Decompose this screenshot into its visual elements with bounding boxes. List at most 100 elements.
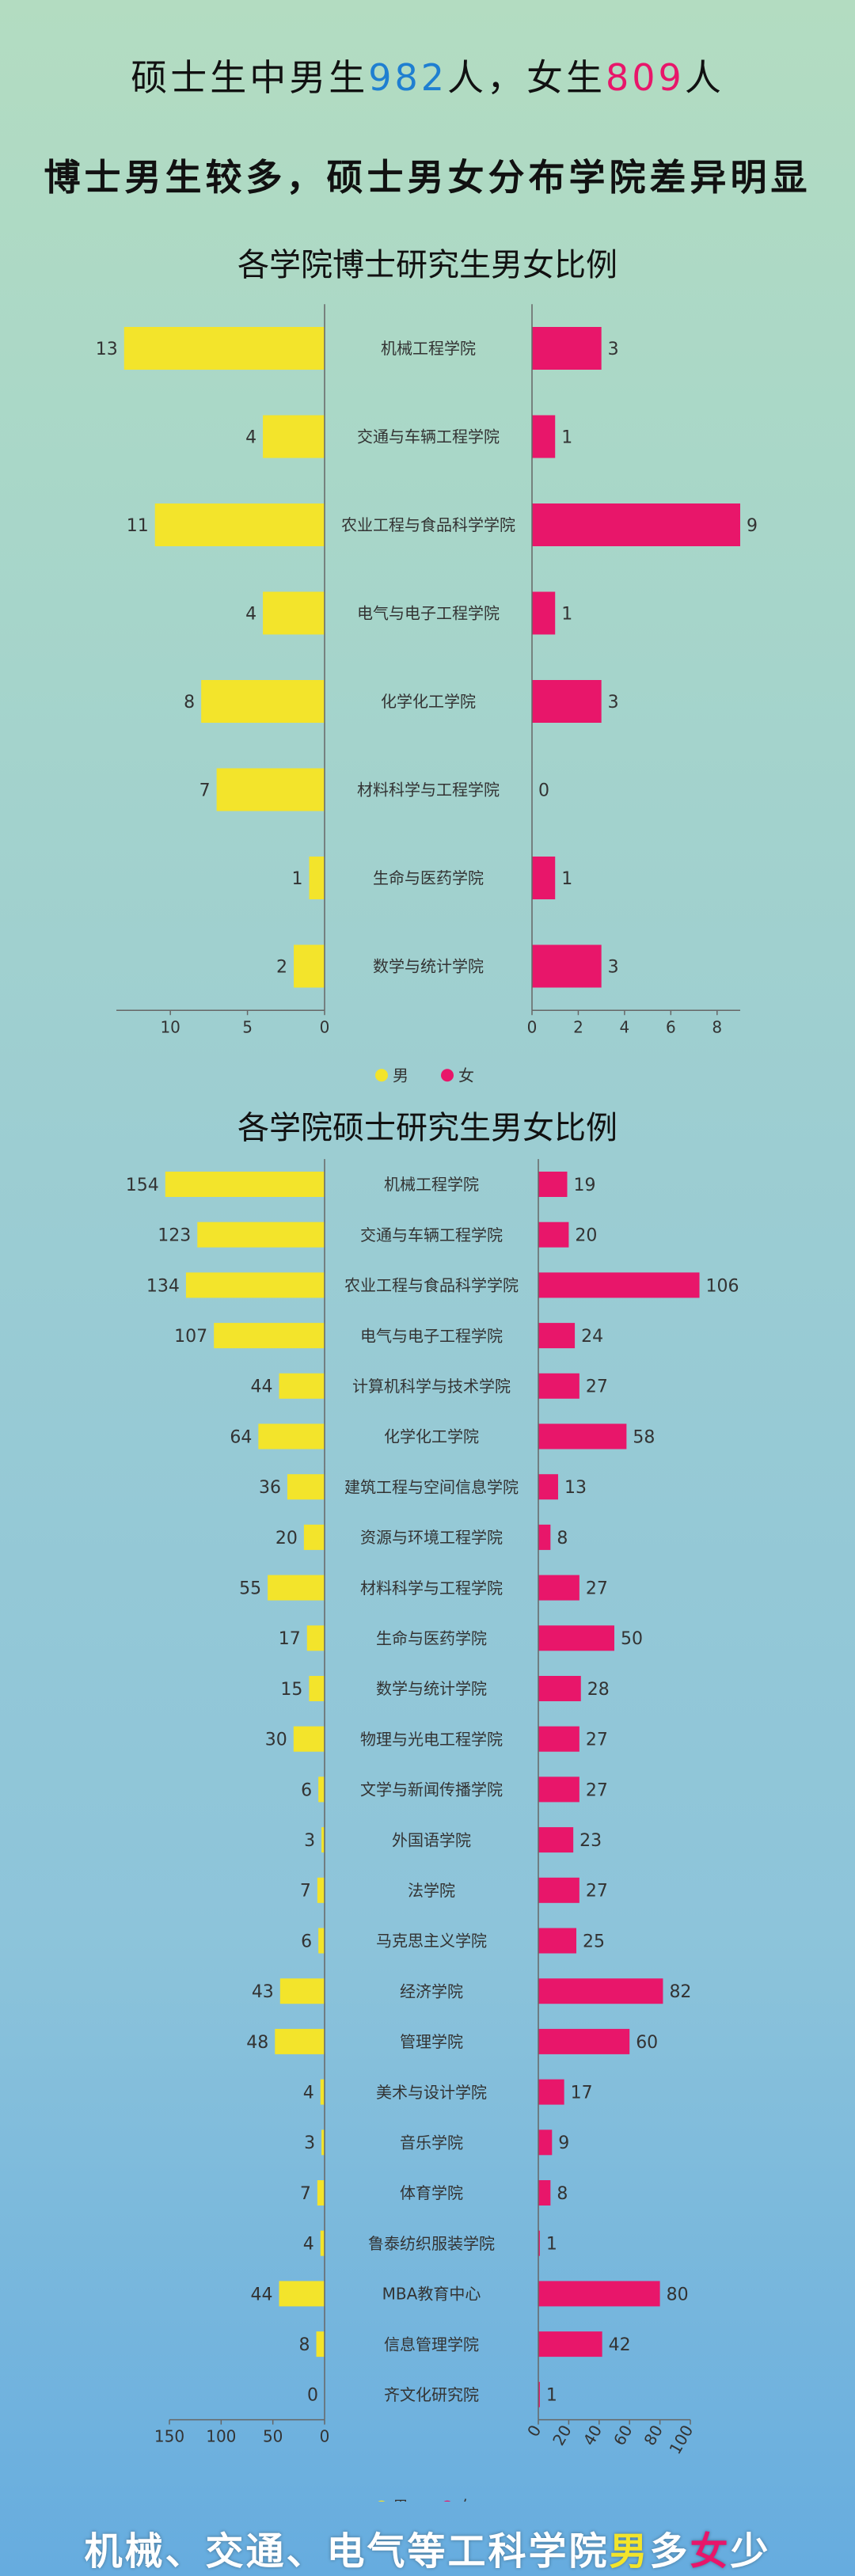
master-chart-title: 各学院硕士研究生男女比例 (238, 1110, 618, 1146)
phd-chart-title: 各学院博士研究生男女比例 (238, 247, 618, 283)
category-label: 外国语学院 (392, 1830, 471, 1849)
male-value-label: 4 (303, 2084, 314, 2103)
male-value-label: 64 (230, 1427, 252, 1447)
legend-male-label: 男 (393, 2498, 408, 2502)
legend-male-label: 男 (393, 1066, 408, 1085)
male-value-label: 44 (251, 1377, 273, 1397)
female-value-label: 1 (561, 604, 572, 624)
legend-male-marker (378, 2500, 386, 2502)
female-value-label: 25 (583, 1932, 605, 1951)
female-bar (538, 1172, 568, 1197)
male-bar (320, 2079, 325, 2105)
female-bar (538, 2230, 540, 2256)
female-bar (538, 1575, 580, 1601)
male-value-label: 6 (301, 1932, 312, 1951)
female-tick-label: 6 (666, 1017, 676, 1036)
female-value-label: 9 (747, 516, 758, 536)
footer-text: 多 (649, 2529, 690, 2574)
female-value-label: 17 (571, 2084, 593, 2103)
female-value-label: 3 (608, 693, 619, 712)
male-value-label: 30 (265, 1731, 287, 1750)
male-count: 982 (368, 56, 447, 99)
headline-master-count: 硕士生中男生982人，女生809人 (0, 49, 855, 101)
female-bar (538, 1222, 569, 1248)
female-bar (538, 1272, 700, 1298)
male-value-label: 7 (200, 781, 211, 800)
category-label: 化学化工学院 (381, 692, 476, 711)
male-value-label: 7 (300, 2184, 311, 2204)
male-value-label: 4 (303, 2235, 314, 2255)
male-bar (321, 1827, 325, 1853)
legend-female-label: 女 (458, 1066, 474, 1085)
male-value-label: 13 (96, 340, 118, 359)
female-value-label: 3 (608, 340, 619, 359)
male-value-label: 17 (279, 1629, 301, 1649)
category-label: 机械工程学院 (384, 1175, 479, 1194)
male-bar (197, 1222, 325, 1248)
male-value-label: 3 (304, 1831, 315, 1851)
male-value-label: 43 (252, 1982, 274, 2002)
female-value-label: 24 (581, 1327, 603, 1347)
male-value-label: 154 (126, 1176, 159, 1195)
female-value-label: 27 (586, 1731, 608, 1750)
female-bar (538, 1524, 551, 1550)
female-value-label: 0 (538, 781, 549, 800)
male-bar (216, 768, 325, 811)
male-value-label: 36 (259, 1478, 281, 1498)
female-value-label: 1 (546, 2235, 557, 2255)
female-tick-label: 100 (665, 2422, 697, 2457)
male-value-label: 123 (158, 1226, 191, 1246)
female-value-label: 27 (586, 1882, 608, 1902)
female-value-label: 1 (561, 869, 572, 889)
category-label: 材料科学与工程学院 (357, 781, 500, 800)
male-bar (279, 1978, 325, 2004)
female-tick-label: 80 (640, 2422, 667, 2449)
female-bar (538, 2180, 551, 2206)
footer-male: 男 (609, 2529, 650, 2574)
female-bar (538, 1877, 580, 1903)
footer-text: 少 (730, 2529, 771, 2574)
male-value-label: 7 (300, 1882, 311, 1902)
category-label: 资源与环境工程学院 (360, 1528, 503, 1547)
category-label: 体育学院 (400, 2183, 463, 2202)
category-label: 信息管理学院 (384, 2335, 479, 2354)
female-value-label: 42 (609, 2335, 631, 2355)
male-bar (321, 2130, 325, 2156)
female-bar (532, 591, 556, 635)
female-count: 809 (606, 56, 685, 99)
male-value-label: 55 (239, 1579, 261, 1599)
female-value-label: 82 (669, 1982, 691, 2002)
female-value-label: 3 (608, 957, 619, 977)
male-bar (316, 2331, 325, 2358)
male-bar (275, 2028, 325, 2054)
male-value-label: 8 (184, 693, 195, 712)
male-bar (279, 1373, 325, 1399)
female-bar (538, 2079, 564, 2105)
female-value-label: 27 (586, 1780, 608, 1800)
male-value-label: 6 (301, 1780, 312, 1800)
male-tick-label: 5 (242, 1017, 253, 1036)
footer-female: 女 (690, 2529, 731, 2574)
male-bar (258, 1423, 325, 1449)
category-label: 美术与设计学院 (376, 2083, 487, 2102)
female-bar (538, 1978, 663, 2004)
female-bar (538, 1776, 580, 1803)
female-value-label: 1 (561, 427, 572, 447)
female-value-label: 80 (667, 2285, 689, 2304)
headline-text: 硕士生中男生 (131, 56, 369, 99)
female-tick-label: 20 (549, 2422, 576, 2449)
female-value-label: 60 (636, 2033, 658, 2053)
female-bar (538, 2331, 602, 2358)
male-bar (185, 1272, 325, 1298)
female-value-label: 27 (586, 1377, 608, 1397)
female-bar (532, 680, 602, 723)
female-bar (538, 2281, 660, 2307)
male-bar (294, 944, 325, 988)
female-bar (538, 1726, 580, 1752)
footer-banner: 机械、交通、电气等工科学院男多女少 (0, 2520, 855, 2575)
female-value-label: 23 (580, 1831, 602, 1851)
male-bar (268, 1575, 325, 1601)
category-label: MBA教育中心 (382, 2285, 481, 2304)
